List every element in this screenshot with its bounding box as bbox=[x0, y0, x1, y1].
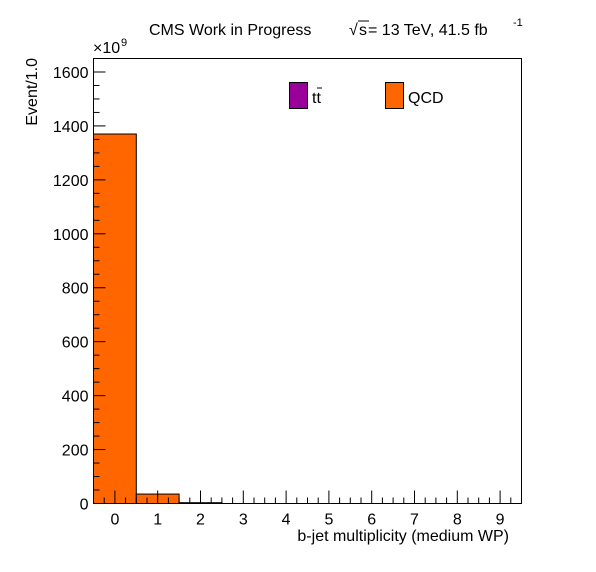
x-tick-label: 5 bbox=[324, 512, 333, 529]
x-tick-label: 0 bbox=[110, 512, 119, 529]
y-tick-label: 1600 bbox=[53, 65, 89, 82]
y-tick-label: 1000 bbox=[53, 227, 89, 244]
y-tick-label: 200 bbox=[62, 443, 89, 460]
legend: tt QCD bbox=[289, 82, 444, 109]
x-tick-label: 6 bbox=[367, 512, 376, 529]
axis-multiplier: ×10 9 bbox=[93, 37, 127, 57]
y-tick-label: 0 bbox=[80, 497, 89, 514]
legend-entry-qcd: QCD bbox=[385, 82, 444, 109]
y-tick-labels: 0 200 400 600 800 1000 1200 1400 1600 bbox=[53, 65, 89, 514]
y-tick-label: 600 bbox=[62, 335, 89, 352]
header-energy-text: = 13 TeV, 41.5 fb bbox=[368, 22, 488, 39]
chart-header: CMS Work in Progress √ s = 13 TeV, 41.5 … bbox=[149, 17, 523, 39]
x-tick-label: 7 bbox=[410, 512, 419, 529]
header-s: s bbox=[359, 22, 367, 39]
legend-swatch bbox=[289, 82, 308, 109]
bar-qcd-bin-0 bbox=[93, 133, 137, 505]
x-tick-label: 1 bbox=[153, 512, 162, 529]
x-tick-label: 3 bbox=[239, 512, 248, 529]
x-axis-label: b-jet multiplicity (medium WP) bbox=[297, 528, 509, 545]
y-tick-label: 400 bbox=[62, 389, 89, 406]
y-tick-label: 800 bbox=[62, 281, 89, 298]
legend-entry-ttbar: tt bbox=[289, 82, 322, 109]
y-tick-label: 1400 bbox=[53, 119, 89, 136]
x-tick-label: 4 bbox=[282, 512, 291, 529]
plot-frame bbox=[93, 58, 522, 504]
x-tick-label: 9 bbox=[496, 512, 505, 529]
x-tick-label: 2 bbox=[196, 512, 205, 529]
axis-multiplier-exponent: 9 bbox=[121, 37, 127, 49]
y-tick-label: 1200 bbox=[53, 173, 89, 190]
header-main-text: CMS Work in Progress bbox=[149, 22, 311, 39]
x-tick-label: 8 bbox=[453, 512, 462, 529]
legend-label: QCD bbox=[408, 90, 444, 107]
x-tick-labels: 0 1 2 3 4 5 6 7 8 9 bbox=[110, 512, 504, 529]
header-sqrt-symbol: √ bbox=[349, 22, 358, 39]
y-axis-ticks bbox=[93, 58, 106, 504]
x-axis-ticks bbox=[93, 490, 522, 504]
bars-group bbox=[93, 133, 223, 505]
legend-swatch bbox=[385, 82, 404, 109]
legend-label: tt bbox=[312, 90, 321, 107]
header-lumi-exponent: -1 bbox=[513, 17, 523, 29]
y-axis-label: Event/1.0 bbox=[24, 58, 41, 126]
axis-multiplier-text: ×10 bbox=[93, 40, 120, 57]
